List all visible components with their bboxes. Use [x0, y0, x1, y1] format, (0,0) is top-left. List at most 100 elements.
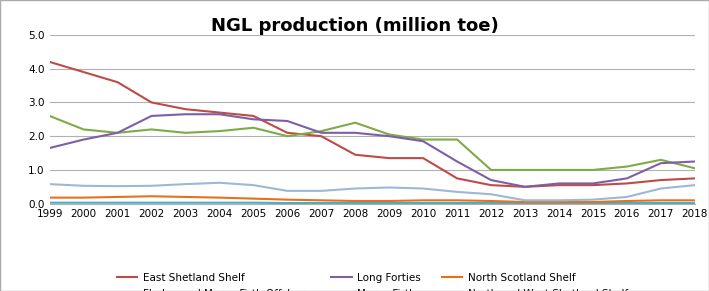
Fladen and Moray Firth Offshore	[521, 168, 530, 172]
Fladen and Moray Firth Offshore	[147, 128, 156, 131]
East Shetland Shelf	[623, 182, 631, 185]
North and West Shetland Shelf	[249, 183, 257, 187]
North and West Shetland Shelf	[113, 184, 122, 188]
Long Forties	[588, 182, 597, 185]
North and West Shetland Shelf	[521, 198, 530, 202]
North Scotland Shelf	[283, 198, 291, 201]
Long Forties	[487, 178, 496, 182]
Fladen and Moray Firth Offshore	[215, 129, 223, 133]
East Shetland Shelf	[182, 107, 190, 111]
Long Forties	[691, 160, 699, 163]
Moray Firth	[351, 201, 359, 205]
North Scotland Shelf	[623, 199, 631, 203]
Fladen and Moray Firth Offshore	[351, 121, 359, 125]
North Scotland Shelf	[79, 196, 88, 199]
Moray Firth	[113, 201, 122, 205]
North and West Shetland Shelf	[623, 195, 631, 199]
Long Forties	[317, 131, 325, 134]
Moray Firth	[215, 201, 223, 205]
Line: North Scotland Shelf: North Scotland Shelf	[50, 196, 695, 202]
Moray Firth	[182, 201, 190, 205]
East Shetland Shelf	[79, 70, 88, 74]
East Shetland Shelf	[147, 101, 156, 104]
Fladen and Moray Firth Offshore	[113, 131, 122, 134]
East Shetland Shelf	[521, 185, 530, 189]
North Scotland Shelf	[147, 194, 156, 198]
Moray Firth	[588, 201, 597, 205]
Fladen and Moray Firth Offshore	[419, 138, 428, 141]
Moray Firth	[147, 201, 156, 205]
North Scotland Shelf	[487, 199, 496, 203]
East Shetland Shelf	[487, 183, 496, 187]
Long Forties	[45, 146, 54, 150]
North and West Shetland Shelf	[588, 198, 597, 201]
Fladen and Moray Firth Offshore	[657, 158, 665, 162]
North Scotland Shelf	[588, 200, 597, 204]
Long Forties	[657, 162, 665, 165]
East Shetland Shelf	[419, 156, 428, 160]
Fladen and Moray Firth Offshore	[487, 168, 496, 172]
East Shetland Shelf	[351, 153, 359, 157]
Fladen and Moray Firth Offshore	[554, 168, 563, 172]
North and West Shetland Shelf	[657, 187, 665, 190]
Moray Firth	[45, 201, 54, 205]
Fladen and Moray Firth Offshore	[691, 166, 699, 170]
North Scotland Shelf	[215, 196, 223, 199]
North Scotland Shelf	[554, 200, 563, 204]
Legend: East Shetland Shelf, Fladen and Moray Firth Offshore, Long Forties, Moray Firth,: East Shetland Shelf, Fladen and Moray Fi…	[116, 273, 628, 291]
North and West Shetland Shelf	[691, 183, 699, 187]
North Scotland Shelf	[351, 199, 359, 203]
East Shetland Shelf	[385, 156, 393, 160]
North and West Shetland Shelf	[317, 189, 325, 193]
North and West Shetland Shelf	[45, 182, 54, 186]
Long Forties	[521, 185, 530, 189]
Moray Firth	[453, 201, 462, 205]
Long Forties	[147, 114, 156, 118]
Moray Firth	[521, 201, 530, 205]
Long Forties	[283, 119, 291, 123]
Moray Firth	[249, 201, 257, 205]
North Scotland Shelf	[657, 198, 665, 202]
North and West Shetland Shelf	[419, 187, 428, 190]
Line: East Shetland Shelf: East Shetland Shelf	[50, 62, 695, 187]
Long Forties	[79, 138, 88, 141]
Fladen and Moray Firth Offshore	[79, 128, 88, 131]
Long Forties	[182, 113, 190, 116]
Line: Long Forties: Long Forties	[50, 114, 695, 187]
East Shetland Shelf	[691, 177, 699, 180]
Fladen and Moray Firth Offshore	[249, 126, 257, 129]
Moray Firth	[79, 201, 88, 205]
Long Forties	[385, 134, 393, 138]
Fladen and Moray Firth Offshore	[283, 134, 291, 138]
Long Forties	[419, 139, 428, 143]
East Shetland Shelf	[554, 183, 563, 187]
Moray Firth	[283, 201, 291, 205]
North and West Shetland Shelf	[351, 187, 359, 190]
East Shetland Shelf	[249, 114, 257, 118]
North Scotland Shelf	[45, 196, 54, 199]
Long Forties	[453, 160, 462, 163]
North Scotland Shelf	[453, 198, 462, 202]
North Scotland Shelf	[317, 198, 325, 202]
Fladen and Moray Firth Offshore	[385, 133, 393, 136]
North Scotland Shelf	[419, 198, 428, 202]
North and West Shetland Shelf	[79, 184, 88, 188]
Moray Firth	[419, 201, 428, 205]
Fladen and Moray Firth Offshore	[623, 165, 631, 168]
North and West Shetland Shelf	[453, 190, 462, 194]
North and West Shetland Shelf	[182, 182, 190, 186]
East Shetland Shelf	[283, 131, 291, 134]
East Shetland Shelf	[113, 80, 122, 84]
Long Forties	[623, 177, 631, 180]
North Scotland Shelf	[113, 195, 122, 199]
Moray Firth	[554, 201, 563, 205]
Moray Firth	[657, 201, 665, 205]
Long Forties	[249, 118, 257, 121]
East Shetland Shelf	[657, 178, 665, 182]
North Scotland Shelf	[385, 199, 393, 203]
Long Forties	[113, 131, 122, 134]
Moray Firth	[385, 201, 393, 205]
North and West Shetland Shelf	[283, 189, 291, 193]
East Shetland Shelf	[317, 134, 325, 138]
North Scotland Shelf	[249, 197, 257, 200]
